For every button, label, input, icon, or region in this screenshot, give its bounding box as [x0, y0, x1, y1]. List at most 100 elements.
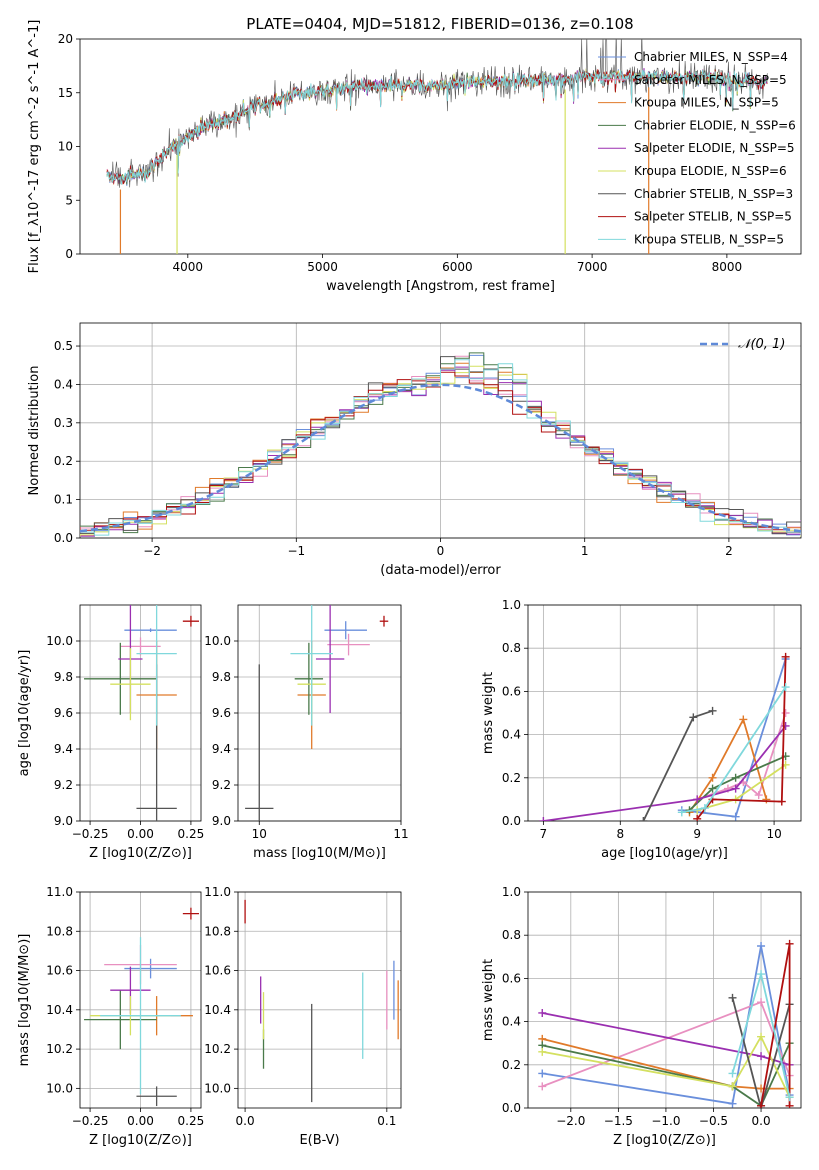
x-tick-label: 7000	[577, 260, 608, 274]
x-tick-label: 2	[725, 544, 733, 558]
weight-marker	[754, 791, 763, 800]
errorbar-chabrier-stelib	[245, 664, 274, 821]
legend-label: Chabrier ELODIE, N_SSP=6	[634, 118, 796, 132]
x-tick-label: 0.25	[178, 827, 205, 841]
residual-histogram-kroupa-stelib	[80, 359, 801, 536]
weight-marker	[538, 1047, 547, 1056]
y-tick-label: 0.4	[502, 1015, 521, 1029]
y-tick-label: 9.0	[212, 814, 231, 828]
y-tick-label: 10.0	[204, 1081, 231, 1095]
weight-marker	[700, 804, 709, 813]
axes-frame	[79, 38, 802, 255]
weight-marker	[689, 713, 698, 722]
x-tick-label: −0.5	[699, 1114, 728, 1128]
weight-marker	[757, 1101, 766, 1108]
x-axis-label: E(B-V)	[299, 1133, 339, 1148]
mass_weight_vs_age-panel: 7 8 9 10 0.0 0.2 0.4 0.6 0.8 1.0 age [log10(age/yr…	[481, 598, 802, 861]
y-tick-label: 9.2	[212, 778, 231, 792]
weight-marker	[731, 812, 740, 821]
weight-marker	[731, 773, 740, 782]
weight-lines	[538, 939, 794, 1108]
y-tick-label: 15	[58, 86, 73, 100]
axes-frame	[527, 604, 802, 822]
legend-label: Salpeter MILES, N_SSP=5	[634, 73, 787, 87]
legend-label: 𝒩(0, 1)	[738, 337, 785, 352]
y-tick-label: 9.4	[54, 742, 73, 756]
x-tick-label: −2	[143, 544, 161, 558]
y-tick-label: 0.2	[502, 771, 521, 785]
x-axis-label: Z [log10(Z/Z⊙)]	[613, 1133, 716, 1148]
y-tick-label: 0.1	[54, 493, 73, 507]
y-tick-label: 0.5	[54, 339, 73, 353]
weight-marker	[677, 808, 686, 817]
y-tick-label: 5	[65, 193, 73, 207]
y-tick-label: 0.3	[54, 416, 73, 430]
weight-marker	[538, 1008, 547, 1017]
x-axis-label: Z [log10(Z/Z⊙)]	[89, 846, 192, 861]
x-tick-label: 1	[581, 544, 589, 558]
weight-line-chabrier-stelib	[731, 997, 791, 1108]
y-tick-label: 10.2	[204, 1042, 231, 1056]
residual-histograms	[80, 352, 801, 537]
y-tick-label: 0.2	[54, 454, 73, 468]
weight-marker	[785, 939, 794, 948]
errorbar-salpeter-stelib	[182, 615, 199, 627]
x-tick-label: 5000	[307, 260, 338, 274]
y-tick-label: 9.6	[54, 706, 73, 720]
age_vs_mass-panel: 10 11 9.0 9.2 9.4 9.6 9.8 10.0 mass [log10(M/M⊙)…	[204, 604, 409, 861]
x-tick-label: 10	[252, 827, 267, 841]
weight-marker	[728, 1099, 737, 1108]
weight-marker	[777, 797, 786, 806]
y-axis-label: Normed distribution	[27, 366, 42, 496]
errorbar-salpeter-miles	[120, 637, 161, 656]
errorbar-salpeter-stelib	[182, 907, 199, 920]
weight-marker	[708, 784, 717, 793]
weight-marker	[762, 795, 771, 804]
y-tick-label: 0.6	[502, 971, 521, 985]
weight-marker	[757, 942, 766, 950]
y-tick-label: 10.8	[46, 924, 73, 938]
x-tick-label: 0.0	[752, 1114, 771, 1128]
y-tick-label: 0.0	[502, 1101, 521, 1115]
y-tick-label: 0.8	[502, 641, 521, 655]
weight-marker	[757, 998, 766, 1007]
y-tick-label: 0	[65, 247, 73, 261]
legend-label: Salpeter ELODIE, N_SSP=5	[634, 141, 795, 155]
y-tick-label: 11.0	[204, 885, 231, 899]
errorbar-kroupa-elodie	[110, 648, 151, 721]
y-tick-label: 10.6	[204, 964, 231, 978]
x-tick-label: 8000	[712, 260, 743, 274]
weight-marker	[781, 652, 790, 661]
axes-frame	[237, 604, 402, 822]
x-tick-label: 0.1	[377, 1114, 396, 1128]
weight-lines	[539, 652, 790, 821]
normal-reference-curve	[80, 383, 801, 533]
spectrum-line-kroupa-stelib	[106, 69, 768, 185]
x-axis-label: wavelength [Angstrom, rest frame]	[326, 279, 555, 294]
legend-label: Salpeter STELIB, N_SSP=5	[634, 210, 792, 224]
weight-marker	[539, 817, 548, 821]
y-tick-label: 10.0	[46, 1081, 73, 1095]
errorbars	[244, 899, 399, 1103]
figure-title: PLATE=0404, MJD=51812, FIBERID=0136, z=0…	[246, 15, 633, 33]
y-tick-label: 10.8	[204, 924, 231, 938]
weight-marker	[639, 817, 648, 821]
x-tick-label: −0.25	[72, 827, 109, 841]
weight-line-kroupa-miles	[542, 1038, 790, 1090]
x-tick-label: 8	[616, 827, 624, 841]
x-tick-label: 0.0	[236, 1114, 255, 1128]
y-tick-label: 0.6	[502, 684, 521, 698]
y-tick-label: 9.8	[54, 670, 73, 684]
weight-line-chabrier-elodie	[542, 1042, 791, 1108]
y-tick-label: 0.4	[54, 377, 73, 391]
x-tick-label: −1	[287, 544, 305, 558]
weight-marker	[708, 773, 717, 782]
y-tick-label: 9.4	[212, 742, 231, 756]
weight-marker	[781, 709, 790, 717]
mass_vs_ebv-panel: 0.0 0.1 10.0 10.2 10.4 10.6 10.8 11.0 E(B-V)	[204, 885, 402, 1148]
errorbar-chabrier-elodie	[84, 990, 157, 1050]
errorbar-chabrier-miles	[124, 628, 177, 632]
axes-frame	[237, 891, 402, 1109]
errorbars	[84, 605, 199, 821]
